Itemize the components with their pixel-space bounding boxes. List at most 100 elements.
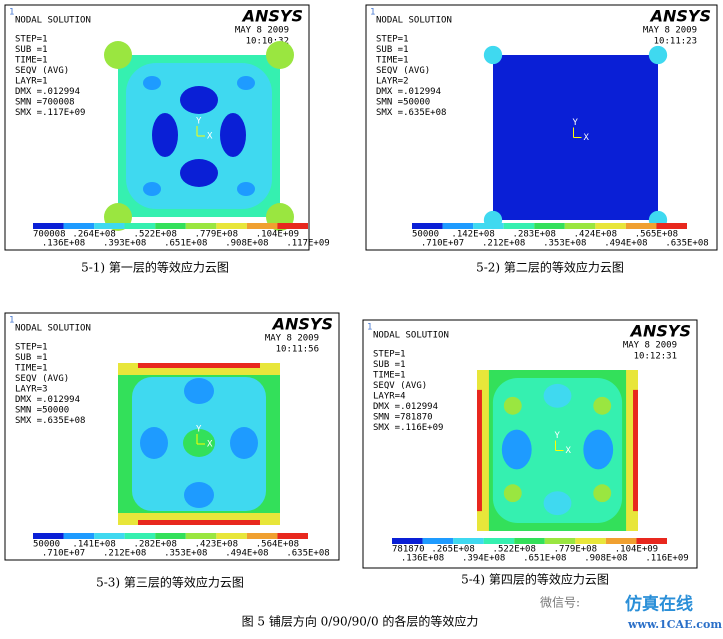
legend-label: .394E+08: [462, 554, 505, 564]
contour: [266, 41, 294, 69]
legend-label: .564E+08: [256, 540, 299, 550]
contour: [543, 383, 572, 408]
info-line: TIME=1: [15, 364, 48, 374]
legend-label: .424E+08: [574, 230, 617, 240]
legend-swatch: [155, 533, 186, 539]
contour: [138, 363, 260, 368]
info-line: DMX =.012994: [376, 87, 441, 97]
legend-label: .522E+08: [134, 230, 177, 240]
legend-swatch: [483, 538, 515, 544]
info-line: DMX =.012994: [15, 87, 80, 97]
legend-swatch: [33, 533, 64, 539]
window-number: 1: [9, 316, 14, 326]
info-line: LAYR=3: [15, 385, 48, 395]
contour: [220, 113, 246, 157]
contour: [138, 520, 260, 525]
panel-caption: 5-1) 第一层的等效应力云图: [81, 260, 229, 275]
legend-label: .136E+08: [401, 554, 444, 564]
legend-swatch: [246, 533, 278, 539]
legend-swatch: [185, 223, 217, 229]
watermark-brand: 仿真在线: [625, 594, 693, 615]
contour: [503, 484, 522, 503]
legend-swatch: [544, 538, 576, 544]
contour: [543, 491, 572, 516]
info-line: SUB =1: [376, 45, 409, 55]
legend-label: .141E+08: [72, 540, 115, 550]
panel-caption: 5-3) 第三层的等效应力云图: [96, 575, 244, 590]
contour: [477, 389, 482, 512]
legend-swatch: [595, 223, 626, 229]
info-line: STEP=1: [15, 35, 48, 45]
contour: [503, 396, 522, 415]
legend-swatch: [412, 223, 443, 229]
legend-label: .117E+09: [286, 239, 329, 249]
info-line: SEQV (AVG): [15, 374, 69, 384]
info-line: SUB =1: [15, 45, 48, 55]
info-line: SUB =1: [15, 353, 48, 363]
legend-swatch: [422, 538, 454, 544]
window-number: 1: [370, 8, 375, 18]
legend-swatch: [216, 533, 247, 539]
info-line: TIME=1: [373, 371, 406, 381]
triad-y: Y: [555, 431, 561, 441]
legend-swatch: [63, 223, 95, 229]
legend-label: 50000: [412, 230, 439, 240]
legend-label: .136E+08: [42, 239, 85, 249]
triad-y: Y: [196, 425, 202, 435]
info-line: SUB =1: [373, 360, 406, 370]
time: 10:10:32: [246, 37, 289, 47]
contour: [593, 484, 612, 503]
legend-label: .908E+08: [584, 554, 627, 564]
triad-x: X: [207, 440, 213, 450]
triad-x: X: [566, 446, 572, 456]
legend-label: .353E+08: [543, 239, 586, 249]
legend-label: .494E+08: [225, 549, 268, 559]
legend-swatch: [605, 538, 637, 544]
legend-label: .635E+08: [286, 549, 329, 559]
legend-swatch: [185, 533, 217, 539]
legend-swatch: [246, 223, 278, 229]
info-line: LAYR=2: [376, 77, 409, 87]
legend-label: .710E+07: [421, 239, 464, 249]
legend-label: .212E+08: [103, 549, 146, 559]
info-line: SMX =.117E+09: [15, 108, 85, 118]
info-line: SMX =.116E+09: [373, 423, 443, 433]
info-line: LAYR=1: [15, 77, 48, 87]
legend-label: .908E+08: [225, 239, 268, 249]
legend-swatch: [656, 223, 687, 229]
legend-swatch: [63, 533, 95, 539]
logo: ANSYS: [629, 322, 691, 341]
info-line: SMX =.635E+08: [15, 416, 85, 426]
legend-label: .779E+08: [195, 230, 238, 240]
legend-swatch: [625, 223, 657, 229]
info-line: SEQV (AVG): [373, 381, 427, 391]
triad-y: Y: [196, 117, 202, 127]
logo: ANSYS: [241, 7, 303, 26]
triad-x: X: [207, 132, 213, 142]
info-line: SMN =700008: [15, 98, 75, 108]
figure-caption: 图 5 铺层方向 0/90/90/0 的各层的等效应力: [242, 614, 479, 629]
contour: [626, 370, 638, 531]
contour: [593, 396, 612, 415]
contour: [633, 389, 638, 512]
legend-label: .565E+08: [635, 230, 678, 240]
watermark-site: www.1CAE.com: [627, 618, 722, 631]
legend-label: .423E+08: [195, 540, 238, 550]
legend-label: .710E+07: [42, 549, 85, 559]
legend-label: .212E+08: [482, 239, 525, 249]
contour: [184, 482, 214, 508]
window-number: 1: [367, 323, 372, 333]
legend-label: .353E+08: [164, 549, 207, 559]
time: 10:11:23: [654, 37, 697, 47]
info-line: STEP=1: [15, 343, 48, 353]
contour: [104, 41, 132, 69]
contour: [184, 378, 214, 404]
contour: [648, 45, 668, 65]
legend-swatch: [442, 223, 474, 229]
legend-swatch: [124, 223, 156, 229]
legend-swatch: [277, 533, 308, 539]
contour: [583, 429, 614, 470]
